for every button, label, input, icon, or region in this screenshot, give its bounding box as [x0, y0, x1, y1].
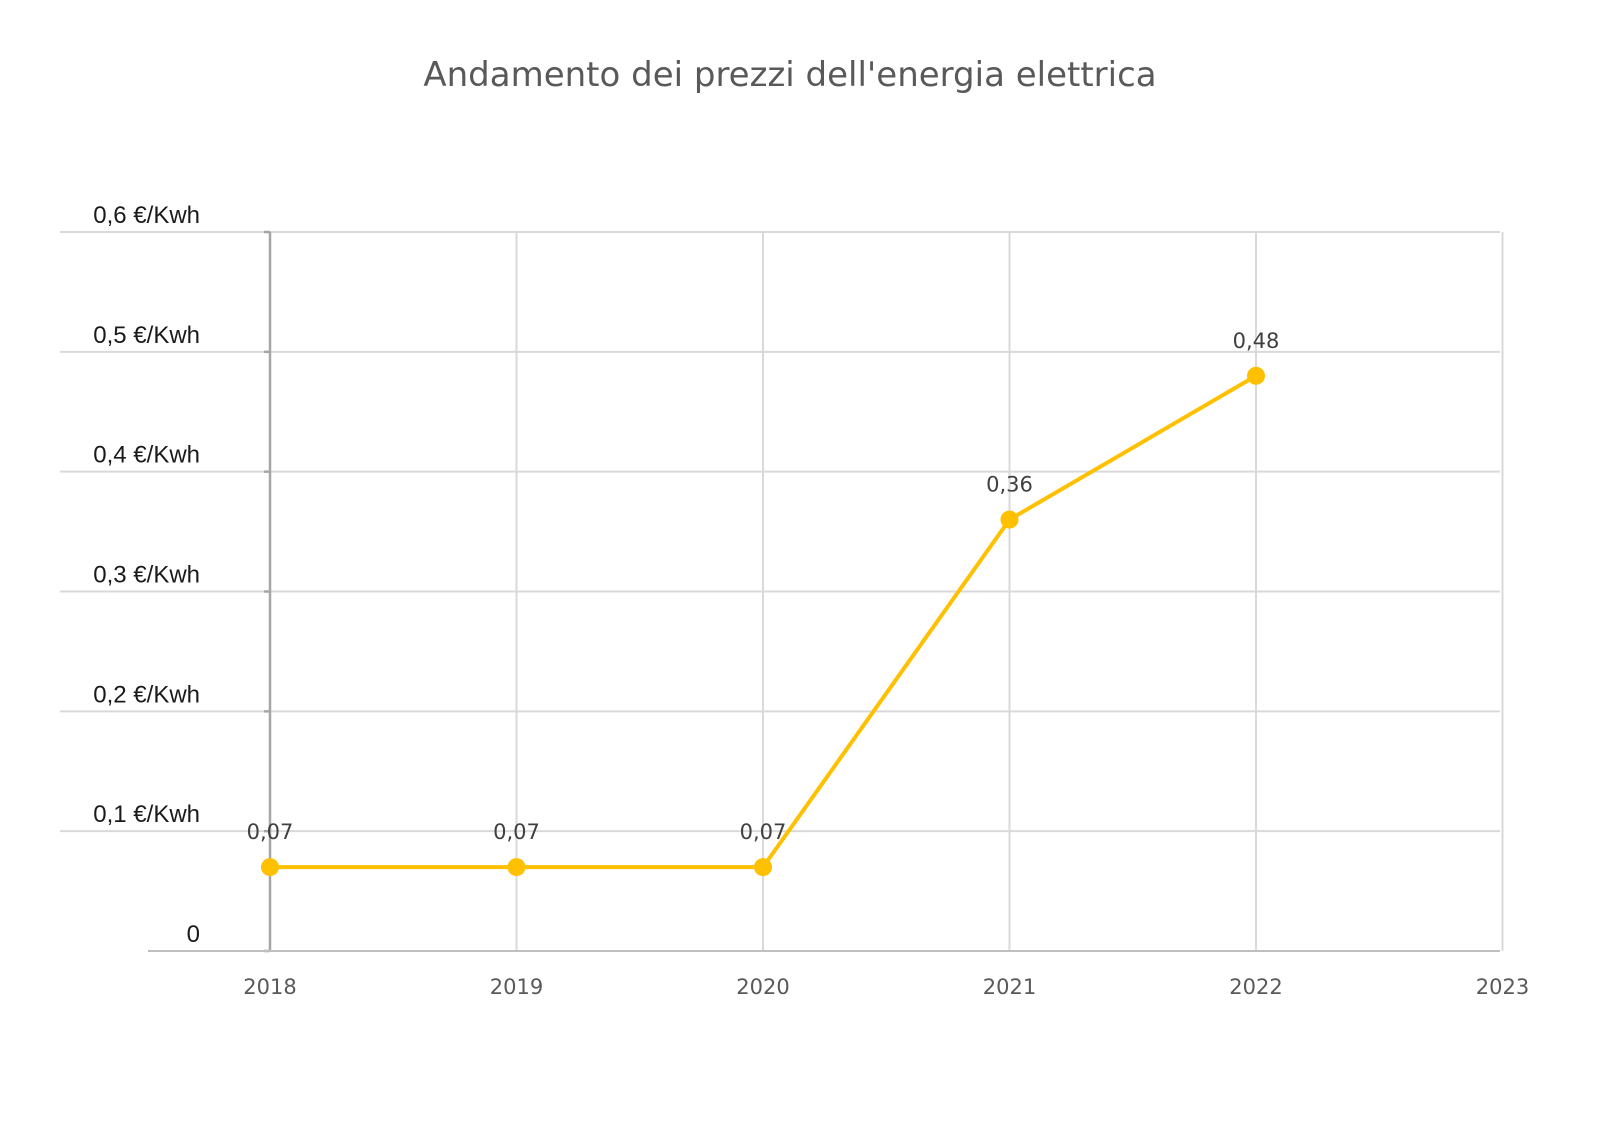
y-tick-label: 0,5 €/Kwh [93, 322, 200, 349]
x-tick-label: 2021 [983, 975, 1036, 999]
x-tick-label: 2022 [1229, 975, 1282, 999]
x-tick-label: 2019 [490, 975, 543, 999]
data-label: 0,07 [247, 820, 294, 844]
chart-title: Andamento dei prezzi dell'energia elettr… [423, 55, 1156, 95]
x-tick-label: 2023 [1476, 975, 1529, 999]
data-point [754, 858, 772, 877]
data-point [261, 858, 279, 877]
data-point [1247, 366, 1265, 385]
y-tick-label: 0,4 €/Kwh [93, 442, 200, 469]
data-label: 0,48 [1233, 329, 1280, 353]
y-tick-label: 0 [187, 921, 200, 948]
x-tick-label: 2020 [736, 975, 789, 999]
y-tick-label: 0,3 €/Kwh [93, 562, 200, 589]
data-labels: 0,07 0,07 0,07 0,36 0,48 [247, 329, 1280, 844]
y-tick-label: 0,1 €/Kwh [93, 801, 200, 828]
data-label: 0,36 [986, 473, 1033, 497]
y-axis-tick-labels: 0 0,1 €/Kwh 0,2 €/Kwh 0,3 €/Kwh 0,4 €/Kwh 0,5… [93, 202, 200, 948]
data-label: 0,07 [493, 820, 540, 844]
grid [60, 231, 1504, 951]
x-tick-label: 2018 [243, 975, 296, 999]
y-tick-label: 0,6 €/Kwh [93, 202, 200, 229]
series [261, 366, 1265, 877]
data-point [1000, 510, 1019, 529]
axes [148, 230, 1500, 953]
y-tick-label: 0,2 €/Kwh [93, 681, 200, 708]
data-point [507, 858, 526, 877]
data-label: 0,07 [740, 820, 787, 844]
x-axis-tick-labels: 2018 2019 2020 2021 2022 2023 [243, 975, 1529, 999]
